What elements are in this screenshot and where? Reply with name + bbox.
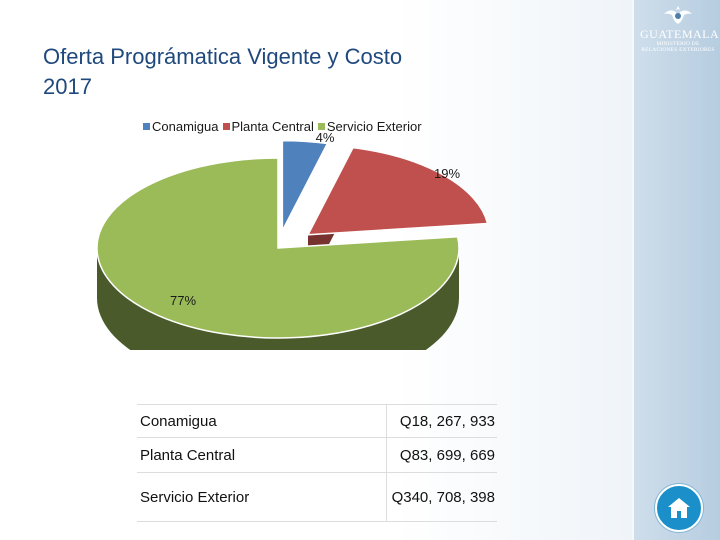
data-label-conamigua: 4% — [316, 130, 335, 145]
table-cell-name: Conamigua — [137, 404, 387, 438]
table-cell-name: Servicio Exterior — [137, 472, 387, 522]
logo-ministry-line2: RELACIONES EXTERIORES — [641, 47, 715, 53]
guatemala-logo: GUATEMALA MINISTERIO DE RELACIONES EXTER… — [640, 4, 720, 84]
data-label-planta-central: 19% — [434, 166, 460, 181]
home-button[interactable] — [655, 484, 703, 532]
coat-of-arms-icon — [664, 6, 692, 24]
legend-item-conamigua: Conamigua — [143, 119, 219, 134]
pie-rim-servicio-exterior — [97, 248, 459, 350]
home-icon — [668, 498, 690, 518]
legend-label-planta-central: Planta Central — [231, 119, 314, 134]
legend-swatch-servicio-exterior — [317, 123, 325, 130]
table-row: Conamigua Q18, 267, 933 — [137, 404, 497, 438]
cost-table: Conamigua Q18, 267, 933 Planta Central Q… — [137, 404, 497, 522]
chart-legend: Conamigua Planta Central Servicio Exteri… — [143, 119, 426, 134]
table-row: Planta Central Q83, 699, 669 — [137, 437, 497, 473]
data-label-servicio-exterior: 77% — [170, 293, 196, 308]
right-decorative-band — [632, 0, 720, 540]
pie-slice-planta-central — [306, 146, 489, 236]
table-cell-name: Planta Central — [137, 437, 387, 473]
slide-title-line1: Oferta Prográmatica Vigente y Costo — [43, 44, 403, 69]
pie-chart: 4% 19% 77% — [96, 130, 489, 350]
legend-swatch-planta-central — [222, 123, 230, 130]
logo-ministry-line1: MINISTERIO DE — [656, 41, 700, 47]
pie-slice-servicio-exterior — [96, 157, 460, 339]
logo-country-name: GUATEMALA — [640, 27, 720, 41]
slide-title: Oferta Prográmatica Vigente y Costo 2017 — [43, 42, 603, 102]
slide-title-line2: 2017 — [43, 74, 92, 99]
legend-swatch-conamigua — [143, 123, 150, 130]
pie-slice-conamigua — [281, 139, 329, 231]
legend-label-servicio-exterior: Servicio Exterior — [326, 119, 422, 134]
legend-label-conamigua: Conamigua — [152, 119, 219, 134]
table-cell-value: Q340, 708, 398 — [385, 472, 497, 522]
table-cell-value: Q83, 699, 669 — [385, 437, 497, 473]
legend-item-planta-central: Planta Central — [222, 119, 314, 134]
table-cell-value: Q18, 267, 933 — [385, 404, 497, 438]
legend-item-servicio-exterior: Servicio Exterior — [317, 119, 422, 134]
band-divider — [632, 0, 634, 540]
table-row: Servicio Exterior Q340, 708, 398 — [137, 472, 497, 522]
